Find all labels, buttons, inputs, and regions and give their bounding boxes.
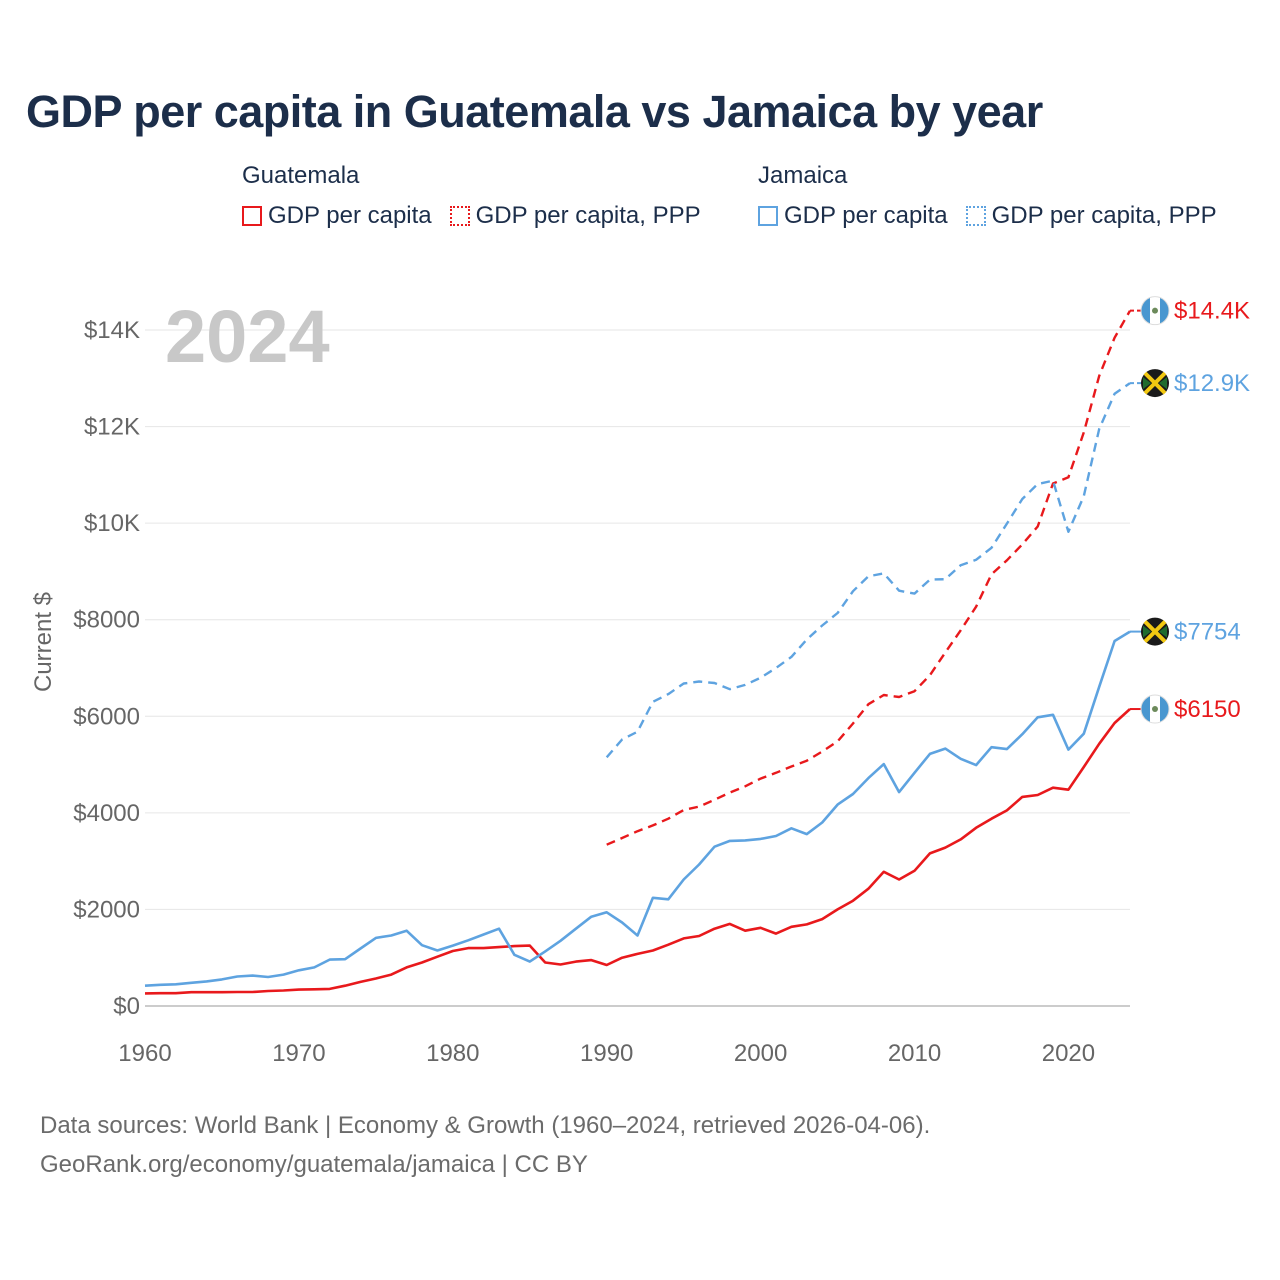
- x-tick-label: 1980: [426, 1040, 479, 1067]
- flag-emblem: [1152, 307, 1158, 314]
- x-tick-label: 2010: [888, 1040, 941, 1067]
- legend-label: GDP per capita: [268, 202, 432, 229]
- y-tick-label: $6000: [73, 703, 140, 730]
- y-tick-label: $2000: [73, 896, 140, 923]
- end-value-label: $14.4K: [1174, 298, 1250, 325]
- legend-label: GDP per capita: [784, 202, 948, 229]
- legend-country-guatemala: Guatemala: [242, 162, 360, 189]
- end-value-label: $6150: [1174, 696, 1241, 723]
- footer-sources: Data sources: World Bank | Economy & Gro…: [40, 1112, 931, 1139]
- flag-saltire: [1143, 620, 1167, 644]
- guatemala-flag-icon: [1140, 296, 1170, 326]
- legend-swatch-dotted-jamaica: [965, 206, 986, 226]
- flag-outline: [1140, 296, 1170, 326]
- y-tick-label: $14K: [84, 317, 140, 344]
- flag-triangles: [1143, 377, 1167, 390]
- jamaica-flag-icon: [1141, 617, 1169, 646]
- x-tick-label: 1990: [580, 1040, 633, 1067]
- chart-title: GDP per capita in Guatemala vs Jamaica b…: [26, 86, 1043, 137]
- flag-triangles: [1143, 625, 1167, 638]
- footer: Data sources: World Bank | Economy & Gro…: [40, 1106, 930, 1184]
- series-line-jamaica-gdp[interactable]: [144, 630, 1131, 987]
- series-line-jamaica-ppp[interactable]: [605, 382, 1131, 759]
- y-tick-label: $0: [113, 993, 140, 1020]
- legend-item-guatemala-gdp-ppp[interactable]: GDP per capita, PPP: [449, 202, 701, 230]
- x-tick-label: 1960: [118, 1040, 171, 1067]
- flag-outline: [1140, 694, 1170, 724]
- footer-url: GeoRank.org/economy/guatemala/jamaica | …: [40, 1151, 588, 1178]
- legend-swatch-solid-jamaica: [758, 206, 778, 226]
- legend-swatch-dotted-guatemala: [449, 206, 470, 226]
- legend-swatch-solid-guatemala: [242, 206, 262, 226]
- legend-jamaica: Jamaica GDP per capita GDP per capita, P…: [758, 162, 1235, 230]
- guatemala-flag-icon: [1140, 694, 1170, 724]
- x-tick-label: 1970: [272, 1040, 325, 1067]
- end-value-label: $7754: [1174, 619, 1241, 646]
- jamaica-flag-icon: [1141, 369, 1169, 398]
- x-tick-label: 2000: [734, 1040, 787, 1067]
- flag-saltire: [1143, 371, 1167, 395]
- legend-item-guatemala-gdp[interactable]: GDP per capita: [242, 202, 432, 230]
- flag-emblem: [1152, 706, 1158, 713]
- y-tick-label: $8000: [73, 607, 140, 634]
- series-line-guatemala-gdp[interactable]: [144, 708, 1131, 995]
- y-tick-label: $12K: [84, 414, 140, 441]
- year-watermark: 2024: [165, 295, 330, 378]
- y-tick-label: $10K: [84, 510, 140, 537]
- legend-label: GDP per capita, PPP: [475, 202, 701, 229]
- y-axis-title: Current $: [30, 592, 57, 692]
- end-value-label: $12.9K: [1174, 370, 1250, 397]
- legend-label: GDP per capita, PPP: [991, 202, 1217, 229]
- legend-guatemala: Guatemala GDP per capita GDP per capita,…: [242, 162, 719, 230]
- legend-country-jamaica: Jamaica: [758, 162, 848, 189]
- series-line-guatemala-ppp[interactable]: [606, 310, 1132, 846]
- x-tick-label: 2020: [1042, 1040, 1095, 1067]
- legend-item-jamaica-gdp-ppp[interactable]: GDP per capita, PPP: [965, 202, 1217, 230]
- y-tick-label: $4000: [73, 800, 140, 827]
- legend-item-jamaica-gdp[interactable]: GDP per capita: [758, 202, 948, 230]
